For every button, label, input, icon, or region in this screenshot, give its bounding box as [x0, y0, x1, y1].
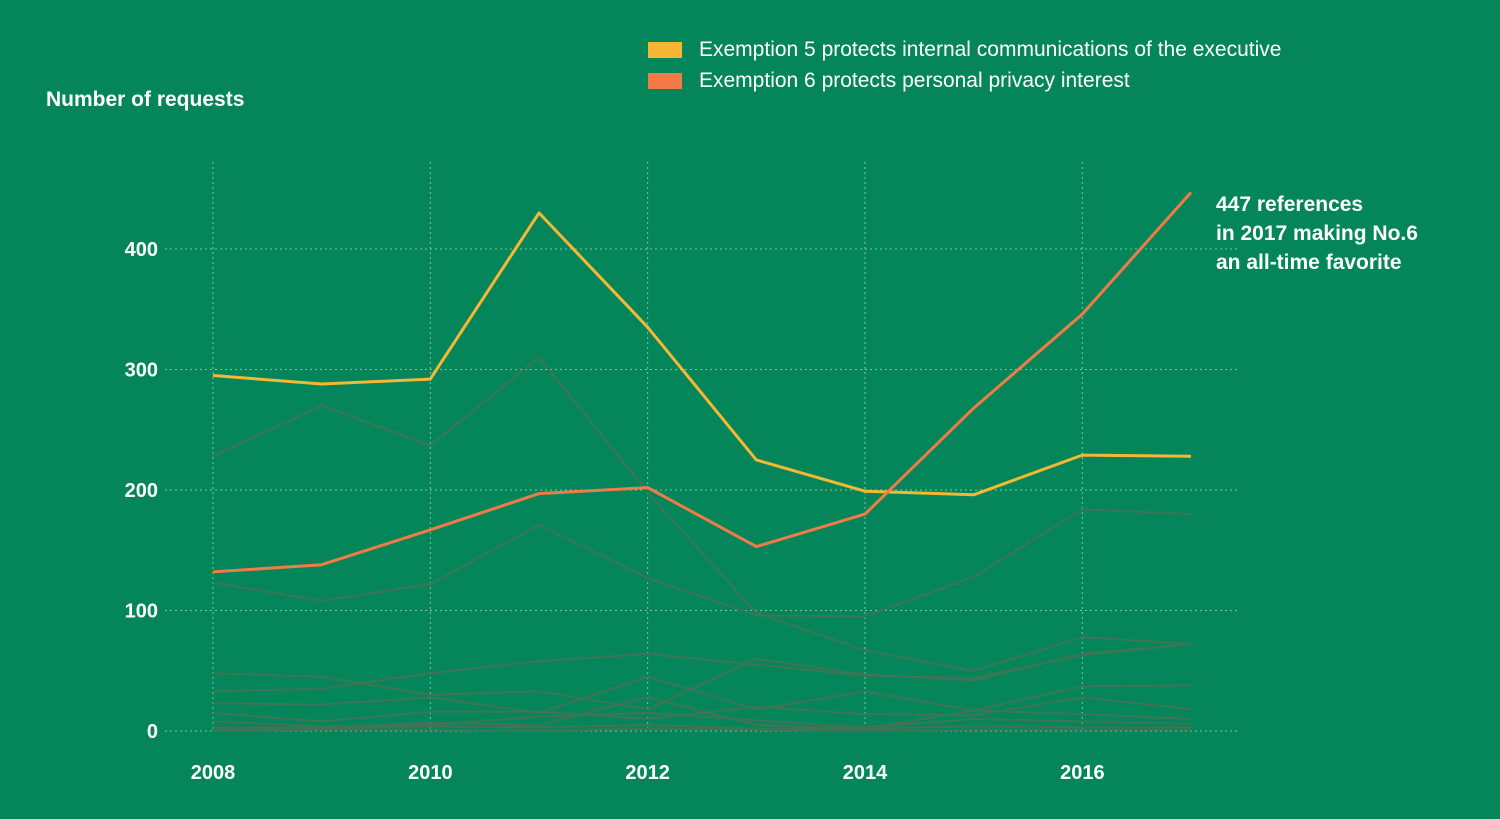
y-tick-label: 400: [125, 239, 158, 261]
legend: Exemption 5 protects internal communicat…: [648, 34, 1281, 96]
annotation-line: an all-time favorite: [1216, 251, 1402, 274]
legend-item-exemption-5: Exemption 5 protects internal communicat…: [648, 34, 1281, 65]
highlight-series-group: [212, 191, 1193, 574]
x-tick-label: 2012: [625, 762, 670, 784]
series-line-exemption-6: [212, 191, 1193, 574]
background-series-line: [212, 675, 1192, 714]
background-series-group: [212, 356, 1192, 732]
legend-swatch-exemption-5: [648, 41, 682, 58]
background-series-line: [212, 696, 1192, 723]
y-axis-label: Number of requests: [46, 88, 245, 111]
x-tick-label: 2016: [1060, 762, 1105, 784]
series-line-exemption-5: [212, 211, 1192, 497]
background-series-line: [212, 724, 1191, 731]
y-tick-label: 100: [125, 601, 158, 623]
annotation-line: in 2017 making No.6: [1216, 222, 1418, 245]
x-tick-label: 2008: [191, 762, 236, 784]
x-tick-label: 2014: [843, 762, 888, 784]
y-tick-label: 300: [125, 360, 158, 382]
background-series-line: [212, 643, 1192, 711]
legend-label-exemption-5: Exemption 5 protects internal communicat…: [699, 38, 1282, 61]
legend-item-exemption-6: Exemption 6 protects personal privacy in…: [648, 65, 1281, 96]
background-series-line: [212, 508, 1192, 618]
y-tick-label: 0: [147, 721, 158, 743]
background-series-line: [212, 727, 1191, 732]
y-tick-label: 200: [125, 480, 158, 502]
x-tick-label: 2010: [408, 762, 453, 784]
background-series-line: [212, 711, 1192, 729]
annotation: 447 references in 2017 making No.6 an al…: [1216, 190, 1418, 277]
tick-labels: 0 100 200 300 400 2008 2010 2012 2014 2016: [125, 239, 1105, 784]
grid: [165, 162, 1240, 732]
legend-label-exemption-6: Exemption 6 protects personal privacy in…: [699, 69, 1130, 92]
legend-swatch-exemption-6: [648, 72, 682, 89]
background-series-line: [212, 356, 1192, 672]
annotation-line: 447 references: [1216, 193, 1364, 216]
